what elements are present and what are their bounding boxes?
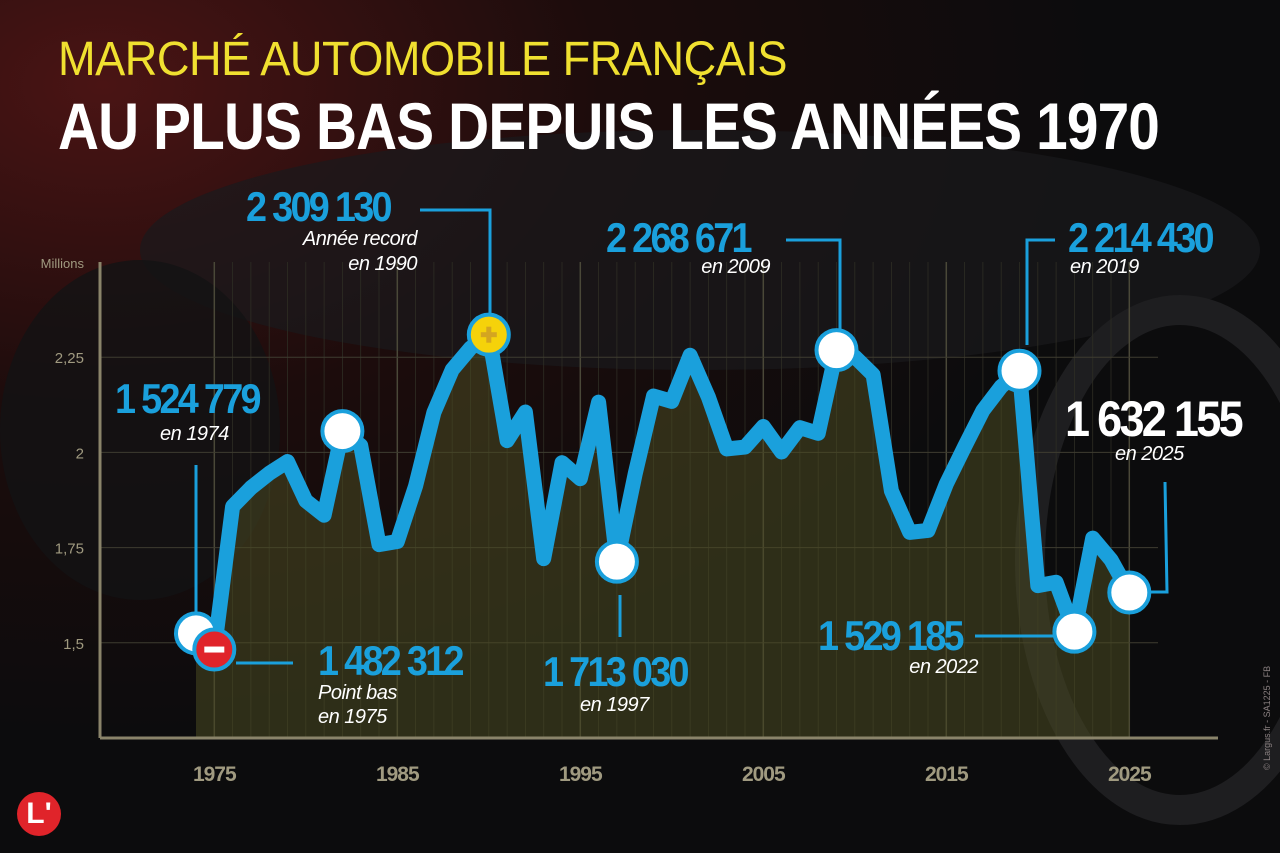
connector-2025 <box>1140 481 1169 594</box>
annotation-year-2025: en 2025 <box>1115 443 1184 465</box>
annotation-label-1990: Année record <box>302 228 418 250</box>
x-tick-label: 1995 <box>559 763 603 786</box>
connector-2019 <box>1025 238 1055 345</box>
connector-1990 <box>420 208 492 318</box>
annotation-year-2022: en 2022 <box>909 656 978 678</box>
annotation-value-1975: 1 482 312 <box>318 637 465 684</box>
x-tick-label: 2005 <box>742 763 786 786</box>
y-tick-label: 1,75 <box>55 541 84 558</box>
plus-icon <box>486 326 492 343</box>
annotation-value-2009: 2 268 671 <box>606 214 753 261</box>
data-marker-1982 <box>320 409 365 454</box>
annotation-value-1974: 1 524 779 <box>115 375 262 422</box>
x-tick-label: 1975 <box>193 763 237 786</box>
annotation-year-2009: en 2009 <box>701 256 770 278</box>
y-tick-label: 2,25 <box>55 350 84 367</box>
title-line-1: MARCHÉ AUTOMOBILE FRANÇAIS <box>58 33 788 86</box>
annotation-value-2022: 1 529 185 <box>818 612 965 659</box>
x-tick-label: 2015 <box>925 763 969 786</box>
x-tick-label: 1985 <box>376 763 420 786</box>
annotation-year-1997: en 1997 <box>580 694 649 716</box>
annotation-year-1974: en 1974 <box>160 423 229 445</box>
minus-icon <box>204 646 225 653</box>
data-marker-2019 <box>997 348 1042 393</box>
connector-2009 <box>786 238 842 332</box>
y-tick-label: 2 <box>76 445 84 462</box>
credit-text: © Largus.fr - SA1225 - FB <box>1262 665 1272 770</box>
annotation-label-1975: Point bas <box>318 682 397 704</box>
largus-logo: L' <box>17 792 61 836</box>
data-marker-1997 <box>594 539 639 584</box>
annotation-year-1975: en 1975 <box>318 706 387 728</box>
annotation-value-1997: 1 713 030 <box>543 648 690 695</box>
annotation-value-2025: 1 632 155 <box>1065 391 1244 447</box>
data-marker-2025 <box>1107 570 1152 615</box>
data-marker-2022 <box>1052 609 1097 654</box>
annotation-year-1990: en 1990 <box>348 253 417 275</box>
title-line-2: AU PLUS BAS DEPUIS LES ANNÉES 1970 <box>58 89 1160 163</box>
annotation-value-2019: 2 214 430 <box>1068 214 1215 261</box>
y-axis-label: Millions <box>41 256 85 271</box>
data-marker-2009 <box>814 328 859 373</box>
annotation-year-2019: en 2019 <box>1070 256 1139 278</box>
x-tick-label: 2025 <box>1108 763 1152 786</box>
annotation-value-1990: 2 309 130 <box>246 183 393 230</box>
y-tick-label: 1,5 <box>63 636 84 653</box>
